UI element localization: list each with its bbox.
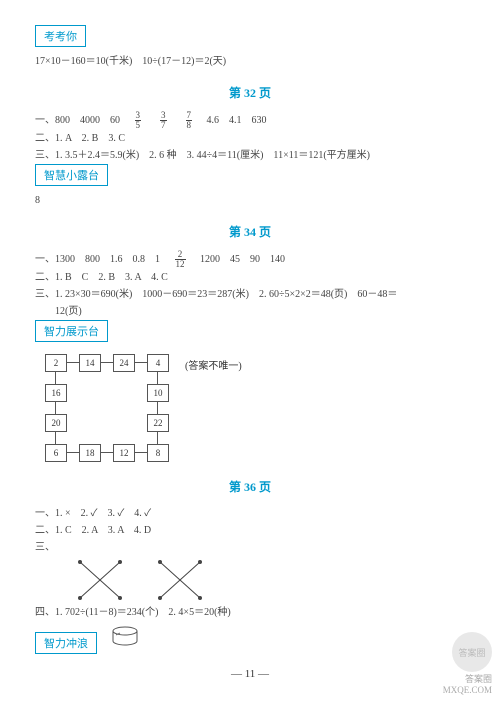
p34-line2: 二、1. B C 2. B 3. A 4. C <box>35 269 465 286</box>
box-kaokaoni: 考考你 <box>35 25 86 47</box>
box-zhihui: 智慧小露台 <box>35 164 108 186</box>
pbox: 24 <box>113 354 135 372</box>
frac-2-12: 212 <box>175 250 186 269</box>
p34-l1b: 1200 45 90 140 <box>190 254 285 265</box>
pbox: 6 <box>45 444 67 462</box>
p32-l1a: 一、800 4000 60 <box>35 115 130 126</box>
wm2: MXQE.COM <box>443 685 492 696</box>
watermark-circle: 答案圈 <box>452 632 492 672</box>
p32-line2: 二、1. A 2. B 3. C <box>35 130 465 147</box>
cylinder-icon <box>110 625 140 650</box>
p34-line1: 一、1300 800 1.6 0.8 1 212 1200 45 90 140 <box>35 250 465 269</box>
pbox: 8 <box>147 444 169 462</box>
title-p34: 第 34 页 <box>35 223 465 240</box>
p34-l1a: 一、1300 800 1.6 0.8 1 <box>35 254 170 265</box>
pbox: 10 <box>147 384 169 402</box>
page-number: — 11 — <box>35 668 465 680</box>
watermark-text: 答案圈 MXQE.COM <box>443 674 492 696</box>
frac-3-5: 35 <box>135 111 142 130</box>
sec1-line1: 17×10－160＝10(千米) 10÷(17－12)＝2(天) <box>35 53 465 70</box>
pbox: 22 <box>147 414 169 432</box>
p32-line3: 三、1. 3.5＋2.4＝5.9(米) 2. 6 种 3. 44÷4＝11(厘米… <box>35 147 465 164</box>
pbox: 16 <box>45 384 67 402</box>
p36-line2: 二、1. C 2. A 3. A 4. D <box>35 522 465 539</box>
puzzle-note: (答案不唯一) <box>185 357 242 372</box>
title-p36: 第 36 页 <box>35 478 465 495</box>
frac-3-7: 37 <box>160 111 167 130</box>
number-grid-puzzle: 2 14 24 4 16 10 20 22 6 18 12 8 (答案不唯一) <box>45 354 175 464</box>
pbox: 18 <box>79 444 101 462</box>
pbox: 12 <box>113 444 135 462</box>
title-p32: 第 32 页 <box>35 84 465 101</box>
page-content: 考考你 17×10－160＝10(千米) 10÷(17－12)＝2(天) 第 3… <box>0 0 500 700</box>
p34-line3a: 三、1. 23×30＝690(米) 1000－690＝23＝287(米) 2. … <box>35 286 465 303</box>
p32-line1: 一、800 4000 60 35 37 78 4.6 4.1 630 <box>35 111 465 130</box>
p36-line3: 三、 <box>35 539 465 556</box>
p36-line4: 四、1. 702÷(11－8)＝234(个) 2. 4×5＝20(种) <box>35 604 465 621</box>
box-zhili: 智力展示台 <box>35 320 108 342</box>
matching-diagram <box>65 556 225 604</box>
p32-l1b: 4.6 4.1 630 <box>197 115 267 126</box>
pbox: 20 <box>45 414 67 432</box>
p34-line3b: 12(页) <box>35 303 465 320</box>
pbox: 4 <box>147 354 169 372</box>
box-zhilichonglang: 智力冲浪 <box>35 632 97 654</box>
p32-line4: 8 <box>35 192 465 209</box>
p36-line1: 一、1. × 2. ✓ 3. ✓ 4. ✓ <box>35 505 465 522</box>
pbox: 14 <box>79 354 101 372</box>
frac-7-8: 78 <box>186 111 193 130</box>
wm1: 答案圈 <box>443 674 492 685</box>
pbox: 2 <box>45 354 67 372</box>
